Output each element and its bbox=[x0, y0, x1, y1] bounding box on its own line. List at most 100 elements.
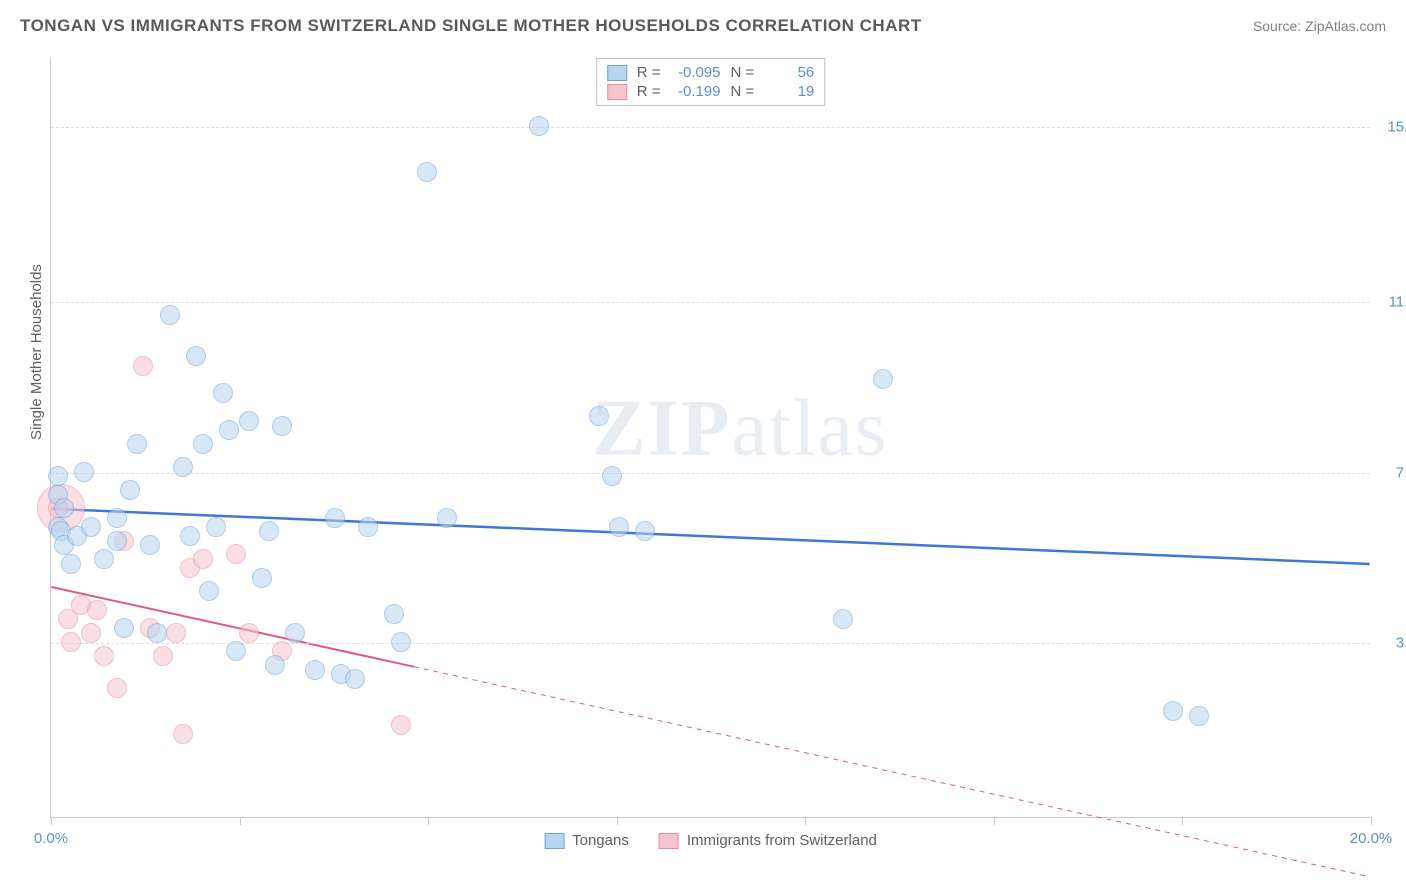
y-tick-label: 3.8% bbox=[1375, 634, 1406, 651]
data-point bbox=[239, 411, 259, 431]
data-point bbox=[74, 462, 94, 482]
data-point bbox=[193, 434, 213, 454]
data-point bbox=[259, 521, 279, 541]
data-point bbox=[265, 655, 285, 675]
data-point bbox=[186, 346, 206, 366]
data-point bbox=[61, 632, 81, 652]
legend-item: Immigrants from Switzerland bbox=[659, 832, 877, 849]
x-tick bbox=[1371, 817, 1372, 825]
stat-r-label: R = bbox=[637, 83, 661, 100]
data-point bbox=[147, 623, 167, 643]
stat-r-value: -0.095 bbox=[671, 64, 721, 81]
y-tick-label: 15.0% bbox=[1375, 119, 1406, 136]
data-point bbox=[48, 466, 68, 486]
gridline bbox=[51, 127, 1370, 128]
data-point bbox=[1189, 706, 1209, 726]
data-point bbox=[391, 715, 411, 735]
data-point bbox=[252, 568, 272, 588]
legend-swatch bbox=[544, 833, 564, 849]
data-point bbox=[180, 526, 200, 546]
data-point bbox=[437, 508, 457, 528]
data-point bbox=[120, 480, 140, 500]
stat-n-value: 19 bbox=[764, 83, 814, 100]
bottom-legend: Tongans Immigrants from Switzerland bbox=[544, 832, 877, 849]
legend-stats-row: R = -0.095 N = 56 bbox=[607, 63, 815, 82]
data-point bbox=[589, 406, 609, 426]
x-tick bbox=[805, 817, 806, 825]
legend-label: Tongans bbox=[572, 832, 629, 849]
data-point bbox=[107, 678, 127, 698]
data-point bbox=[173, 724, 193, 744]
data-point bbox=[529, 116, 549, 136]
data-point bbox=[345, 669, 365, 689]
data-point bbox=[173, 457, 193, 477]
legend-item: Tongans bbox=[544, 832, 629, 849]
data-point bbox=[94, 549, 114, 569]
data-point bbox=[54, 498, 74, 518]
stat-r-value: -0.199 bbox=[671, 83, 721, 100]
data-point bbox=[140, 535, 160, 555]
data-point bbox=[609, 517, 629, 537]
data-point bbox=[325, 508, 345, 528]
x-tick-label: 0.0% bbox=[34, 830, 68, 847]
gridline bbox=[51, 302, 1370, 303]
data-point bbox=[81, 623, 101, 643]
data-point bbox=[213, 383, 233, 403]
data-point bbox=[219, 420, 239, 440]
data-point bbox=[1163, 701, 1183, 721]
data-point bbox=[272, 416, 292, 436]
data-point bbox=[833, 609, 853, 629]
data-point bbox=[285, 623, 305, 643]
legend-swatch bbox=[607, 65, 627, 81]
data-point bbox=[160, 305, 180, 325]
legend-swatch bbox=[607, 84, 627, 100]
y-axis-label: Single Mother Households bbox=[28, 264, 45, 440]
data-point bbox=[133, 356, 153, 376]
x-tick bbox=[1182, 817, 1183, 825]
x-tick bbox=[240, 817, 241, 825]
plot-area: ZIPatlas R =-0.095N =56R =-0.199N =19 To… bbox=[50, 58, 1370, 818]
data-point bbox=[166, 623, 186, 643]
x-tick bbox=[51, 817, 52, 825]
data-point bbox=[206, 517, 226, 537]
data-point bbox=[635, 521, 655, 541]
data-point bbox=[127, 434, 147, 454]
data-point bbox=[81, 517, 101, 537]
stat-n-value: 56 bbox=[764, 64, 814, 81]
legend-stats-row: R = -0.199 N = 19 bbox=[607, 82, 815, 101]
data-point bbox=[417, 162, 437, 182]
data-point bbox=[193, 549, 213, 569]
data-point bbox=[384, 604, 404, 624]
source-attribution: Source: ZipAtlas.com bbox=[1253, 18, 1386, 34]
x-tick bbox=[617, 817, 618, 825]
data-point bbox=[107, 508, 127, 528]
legend-label: Immigrants from Switzerland bbox=[687, 832, 877, 849]
y-tick-label: 7.5% bbox=[1375, 464, 1406, 481]
x-tick bbox=[428, 817, 429, 825]
x-tick-label: 20.0% bbox=[1350, 830, 1393, 847]
chart-title: TONGAN VS IMMIGRANTS FROM SWITZERLAND SI… bbox=[20, 16, 922, 36]
data-point bbox=[602, 466, 622, 486]
data-point bbox=[87, 600, 107, 620]
gridline bbox=[51, 643, 1370, 644]
stat-n-label: N = bbox=[731, 83, 755, 100]
data-point bbox=[239, 623, 259, 643]
data-point bbox=[305, 660, 325, 680]
data-point bbox=[61, 554, 81, 574]
data-point bbox=[107, 531, 127, 551]
data-point bbox=[114, 618, 134, 638]
data-point bbox=[199, 581, 219, 601]
stat-r-label: R = bbox=[637, 64, 661, 81]
y-tick-label: 11.2% bbox=[1375, 294, 1406, 311]
stat-n-label: N = bbox=[731, 64, 755, 81]
trend-line bbox=[51, 509, 1369, 564]
x-tick bbox=[994, 817, 995, 825]
data-point bbox=[94, 646, 114, 666]
legend-swatch bbox=[659, 833, 679, 849]
gridline bbox=[51, 473, 1370, 474]
legend-stats-box: R = -0.095 N = 56 R = -0.199 N = 19 bbox=[596, 58, 826, 106]
data-point bbox=[873, 369, 893, 389]
data-point bbox=[391, 632, 411, 652]
data-point bbox=[153, 646, 173, 666]
data-point bbox=[358, 517, 378, 537]
